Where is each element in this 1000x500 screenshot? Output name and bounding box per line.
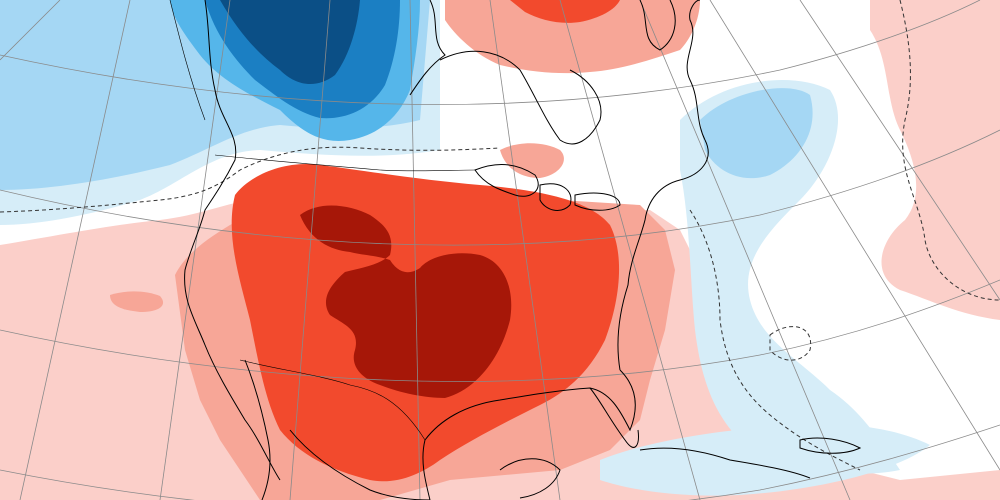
- cool-anomaly-atlantic-medium: [700, 88, 813, 179]
- meridian-line: [489, 0, 561, 500]
- coastline-great-lakes: [574, 192, 621, 211]
- coastline-atlantic: [617, 139, 709, 371]
- warm-anomaly-medium-lakes: [500, 143, 564, 178]
- political-borders: [169, 0, 476, 441]
- coastline-hudson-bay: [439, 50, 602, 145]
- meridian-line: [159, 0, 231, 500]
- coastline-hispaniola: [799, 437, 862, 454]
- parallel-line: [0, 0, 981, 105]
- zero-contour-line: [689, 209, 861, 471]
- parallel-line: [0, 279, 1000, 382]
- warm-anomaly-strong-north: [510, 0, 620, 23]
- zero-anomaly-contour: [0, 0, 1000, 471]
- border-us-mexico: [239, 359, 426, 441]
- border-alaska-canada: [169, 0, 206, 121]
- coastline-great-lakes: [474, 164, 539, 197]
- warm-anomaly-medium-west: [110, 291, 164, 312]
- border-us-canada: [214, 154, 476, 172]
- coastline-florida: [589, 387, 639, 448]
- coastline-cuba: [639, 447, 811, 479]
- coastline-pacific: [184, 0, 281, 481]
- coastline-arctic-islands: [409, 0, 446, 96]
- coastline-gulf: [422, 369, 636, 500]
- meridian-line: [799, 0, 1000, 301]
- warm-anomaly-medium-north: [445, 0, 700, 74]
- coastline-mexico: [289, 429, 431, 500]
- coastline-arctic-islands: [639, 0, 676, 51]
- cool-anomaly-caribbean: [600, 423, 930, 496]
- coastline-yucatan: [499, 458, 561, 499]
- zero-contour-line: [899, 0, 1000, 301]
- coastlines: [184, 0, 862, 500]
- zero-contour-line: [769, 326, 812, 361]
- coastline-great-lakes: [539, 183, 572, 211]
- warm-anomaly-light-east: [870, 0, 1000, 320]
- meridian-line: [639, 0, 851, 500]
- warm-anomaly-extreme: [300, 205, 512, 398]
- meridian-line: [559, 0, 701, 500]
- cool-anomaly-atlantic-light: [680, 80, 900, 474]
- meridian-line: [19, 0, 131, 500]
- meridian-line: [289, 0, 331, 500]
- meridian-line: [409, 0, 421, 500]
- parallel-line: [0, 129, 1000, 246]
- coastline-canada-east: [686, 0, 706, 141]
- meridian-line: [0, 0, 61, 61]
- meridian-line: [709, 0, 1000, 471]
- zero-contour-line: [0, 146, 501, 213]
- coastline-baja: [244, 359, 271, 500]
